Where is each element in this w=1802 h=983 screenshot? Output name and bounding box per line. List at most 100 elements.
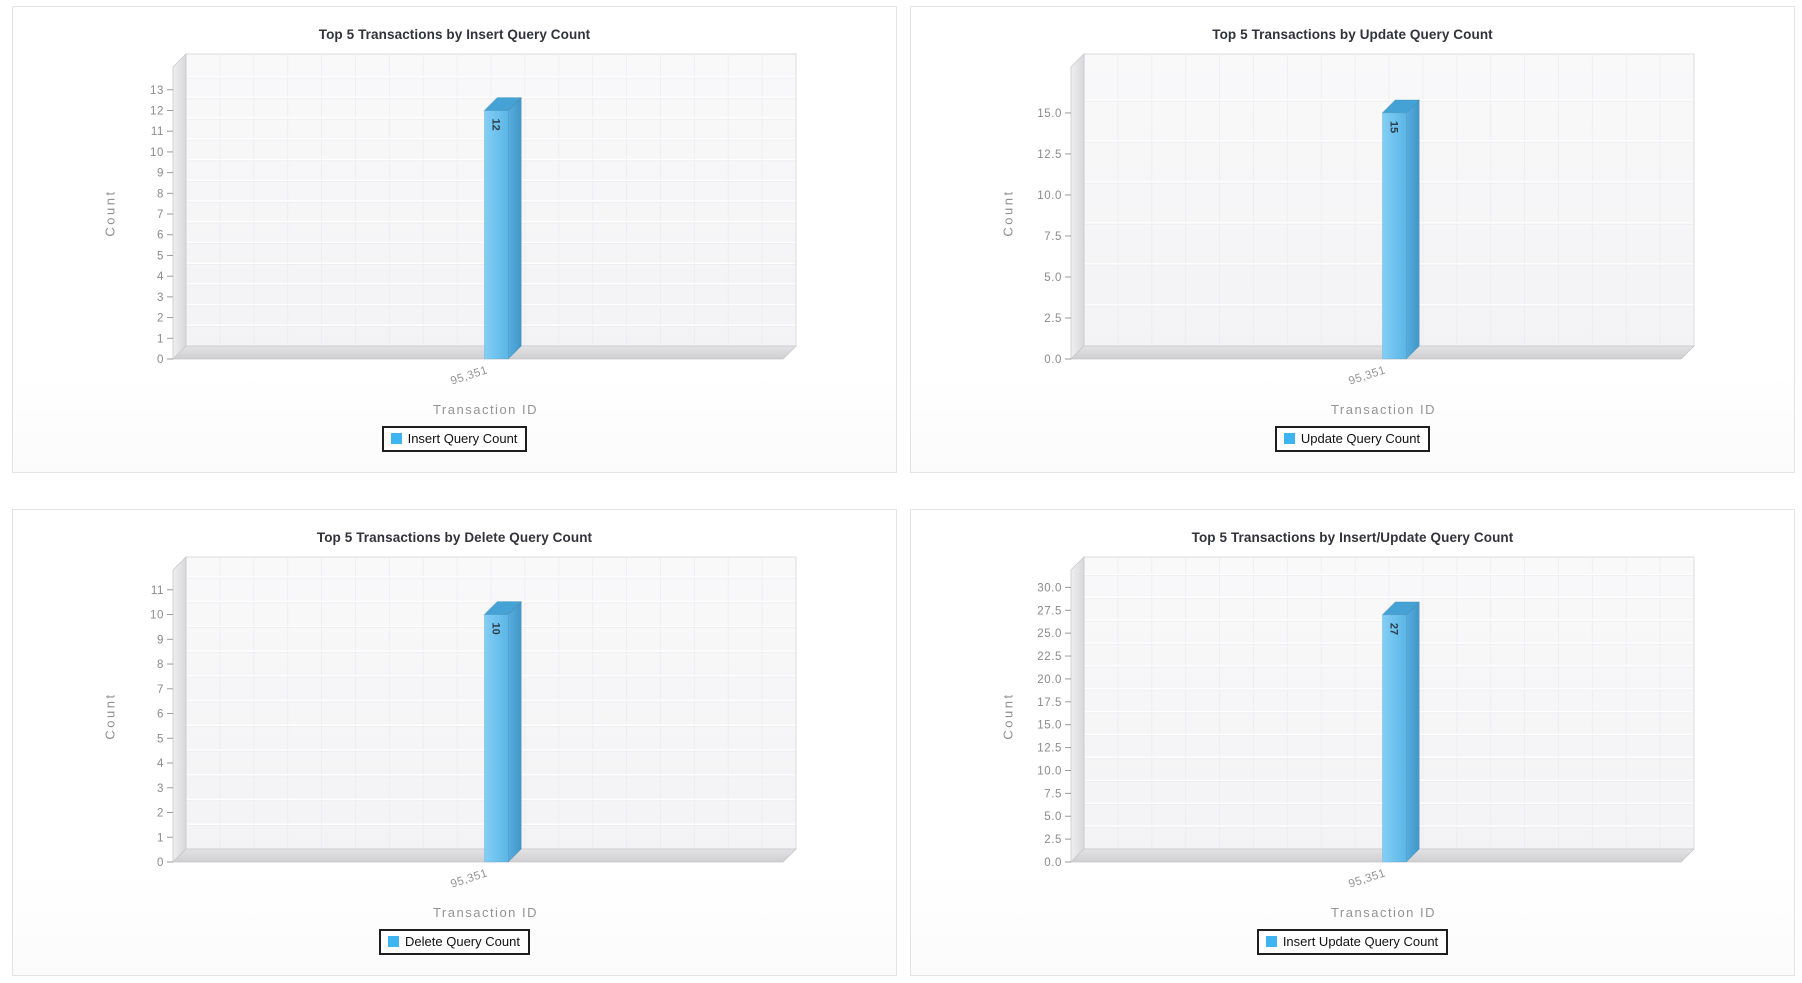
y-tick-label: 5 [157, 733, 164, 745]
bar-95,351[interactable]: 15 [1381, 99, 1421, 360]
y-axis-label: Count [1000, 189, 1016, 237]
bar-value-label: 10 [489, 623, 501, 635]
bar-side-face [507, 600, 522, 863]
y-tick-label: 5.0 [1044, 811, 1062, 823]
y-tick-label: 12.5 [1037, 149, 1062, 161]
y-tick-label: 7 [157, 684, 164, 696]
y-tick-label: 15.0 [1037, 720, 1062, 732]
plot-left-wall [1070, 556, 1085, 863]
y-tick-label: 4 [157, 271, 164, 283]
y-tick-label: 0.0 [1044, 354, 1062, 366]
y-tick-label: 6 [157, 230, 164, 242]
y-axis-label: Count [1000, 692, 1016, 740]
y-tick-label: 10.0 [1037, 190, 1062, 202]
y-tick-label: 3 [157, 292, 164, 304]
y-axis-label: Count [102, 692, 118, 740]
plot-left-wall [172, 53, 187, 360]
y-tick-label: 20.0 [1037, 674, 1062, 686]
x-tick-label: 95,351 [1347, 867, 1387, 890]
legend-swatch-icon [1283, 433, 1295, 444]
chart-title: Top 5 Transactions by Insert Query Count [318, 27, 591, 42]
x-tick-label: 95,351 [449, 364, 489, 387]
chart-panel-insert-query-count: Top 5 Transactions by Insert Query Count… [12, 6, 897, 473]
plot-area: 0 1 2 3 4 5 6 7 8 9 10 11 10 95,351 Count [13, 553, 896, 903]
chart-title: Top 5 Transactions by Delete Query Count [316, 530, 593, 545]
bar-95,351[interactable]: 27 [1381, 601, 1421, 863]
y-tick-label: 7.5 [1044, 231, 1062, 243]
x-axis-label: Transaction ID [432, 402, 539, 417]
legend-label: Insert Query Count [407, 431, 518, 446]
y-tick-label: 5 [157, 250, 164, 262]
bar-value-label: 27 [1387, 623, 1399, 635]
y-tick-label: 2 [157, 313, 164, 325]
y-tick-label: 10 [150, 147, 164, 159]
legend: Insert Update Query Count [1256, 929, 1449, 955]
legend: Delete Query Count [379, 929, 530, 955]
y-tick-label: 10 [150, 610, 164, 622]
bar-front-face [1382, 112, 1407, 360]
legend-label: Update Query Count [1300, 431, 1421, 446]
y-tick-label: 12 [150, 105, 164, 117]
y-tick-label: 11 [151, 126, 164, 138]
y-tick-label: 25.0 [1037, 628, 1062, 640]
y-tick-label: 12.5 [1037, 743, 1062, 755]
chart-panel-insert-update-query-count: Top 5 Transactions by Insert/Update Quer… [910, 509, 1795, 976]
x-tick-label: 95,351 [449, 867, 489, 890]
x-axis-label: Transaction ID [1330, 402, 1437, 417]
legend: Insert Query Count [381, 426, 528, 452]
chart-title: Top 5 Transactions by Update Query Count [1212, 27, 1493, 42]
legend-swatch-icon [388, 936, 400, 947]
bar-front-face [1382, 614, 1407, 863]
x-tick-label: 95,351 [1347, 364, 1387, 387]
bar-side-face [1405, 99, 1420, 360]
y-tick-label: 11 [151, 585, 164, 597]
chart-panel-delete-query-count: Top 5 Transactions by Delete Query Count… [12, 509, 897, 976]
y-tick-label: 2.5 [1044, 834, 1062, 846]
bar-95,351[interactable]: 10 [483, 600, 523, 863]
y-tick-label: 27.5 [1037, 605, 1062, 617]
bar-chart-3d: 0.0 2.5 5.0 7.5 10.0 12.5 15.0 15 95,351 [1037, 53, 1695, 388]
plot-area: 0.0 2.5 5.0 7.5 10.0 12.5 15.0 17.5 20.0 22.5 25.0… [911, 553, 1794, 903]
bar-side-face [507, 96, 522, 360]
bar-chart-3d: 0 1 2 3 4 5 6 7 8 9 10 11 10 95,351 [150, 556, 797, 891]
bar-chart-3d: 0.0 2.5 5.0 7.5 10.0 12.5 15.0 17.5 20.0 22.5 25.0… [1037, 556, 1695, 891]
chart-panel-update-query-count: Top 5 Transactions by Update Query Count… [910, 6, 1795, 473]
y-tick-label: 0.0 [1044, 857, 1062, 869]
x-axis-label: Transaction ID [1330, 905, 1437, 920]
y-tick-label: 17.5 [1037, 697, 1062, 709]
legend-label: Delete Query Count [405, 934, 520, 949]
y-axis-label: Count [102, 189, 118, 237]
y-tick-label: 8 [157, 659, 164, 671]
plot-area: 0.0 2.5 5.0 7.5 10.0 12.5 15.0 15 95,351 Count [911, 50, 1794, 400]
bar-front-face [484, 614, 509, 863]
legend: Update Query Count [1274, 426, 1431, 452]
bar-value-label: 12 [489, 118, 501, 130]
y-tick-label: 0 [157, 857, 164, 869]
bar-front-face [484, 110, 509, 360]
y-tick-label: 5.0 [1044, 272, 1062, 284]
y-tick-label: 13 [150, 85, 164, 97]
bar-95,351[interactable]: 12 [483, 96, 523, 360]
y-tick-label: 2.5 [1044, 313, 1062, 325]
legend-label: Insert Update Query Count [1282, 934, 1439, 949]
y-tick-label: 7.5 [1044, 788, 1062, 800]
y-tick-label: 15.0 [1037, 108, 1062, 120]
chart-title: Top 5 Transactions by Insert/Update Quer… [1191, 530, 1514, 545]
y-tick-label: 7 [157, 209, 164, 221]
y-tick-label: 10.0 [1037, 765, 1062, 777]
y-tick-label: 8 [157, 188, 164, 200]
y-tick-label: 4 [157, 758, 164, 770]
plot-area: 0 1 2 3 4 5 6 7 8 9 10 11 12 13 12 95,351 Count [13, 50, 896, 400]
legend-swatch-icon [1265, 936, 1277, 947]
y-tick-label: 9 [157, 168, 164, 180]
y-tick-label: 3 [157, 783, 164, 795]
y-tick-label: 1 [157, 333, 164, 345]
y-tick-label: 6 [157, 709, 164, 721]
plot-left-wall [1070, 53, 1085, 360]
y-tick-label: 30.0 [1037, 582, 1062, 594]
bar-value-label: 15 [1387, 121, 1399, 133]
legend-swatch-icon [390, 433, 402, 444]
y-tick-label: 22.5 [1037, 651, 1062, 663]
